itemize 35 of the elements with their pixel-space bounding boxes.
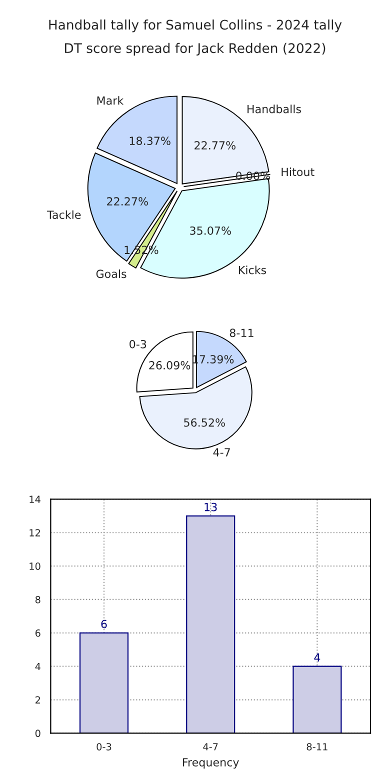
data-label: 22.77% <box>194 141 236 150</box>
slice-label: Tackle <box>46 210 81 219</box>
data-label: 6 <box>101 620 107 628</box>
slice-label: Mark <box>97 96 124 105</box>
slice-label: Goals <box>96 269 126 278</box>
x-tick-label: 4-7 <box>203 743 218 750</box>
data-label: 4 <box>314 653 320 662</box>
data-label: 35.07% <box>190 226 231 235</box>
bar <box>79 632 129 734</box>
bar <box>292 666 342 734</box>
data-label: 56.52% <box>184 418 225 427</box>
y-tick-label: 8 <box>35 596 40 604</box>
x-tick-label: 8-11 <box>306 743 328 750</box>
chart-title: DT score spread for Jack Redden (2022) <box>64 42 326 56</box>
y-tick-label: 14 <box>30 496 40 503</box>
chart-title: Handball tally for Samuel Collins - 2024 tally <box>49 20 342 32</box>
y-tick-label: 2 <box>36 696 40 704</box>
y-tick-label: 0 <box>35 730 40 738</box>
slice-label: 4-7 <box>213 448 230 456</box>
y-tick-label: 6 <box>35 629 40 637</box>
category-label: Hitout <box>282 168 314 176</box>
bar <box>186 515 236 734</box>
slice-label: 8-11 <box>230 328 254 338</box>
data-label: 26.09% <box>149 361 190 370</box>
y-tick-label: 12 <box>30 529 40 536</box>
x-axis-title: Frequency <box>182 758 239 769</box>
y-tick-label: 10 <box>30 562 40 570</box>
data-label: 13 <box>204 502 217 512</box>
y-tick-label: 4 <box>35 662 40 670</box>
slice-label: Kicks <box>238 266 266 274</box>
slice-label: 0-3 <box>130 340 146 348</box>
data-label: 18.37% <box>130 136 170 146</box>
data-label: 22.27% <box>107 197 148 206</box>
x-tick-label: 0-3 <box>96 743 112 750</box>
slice-label: Handballs <box>248 104 301 114</box>
